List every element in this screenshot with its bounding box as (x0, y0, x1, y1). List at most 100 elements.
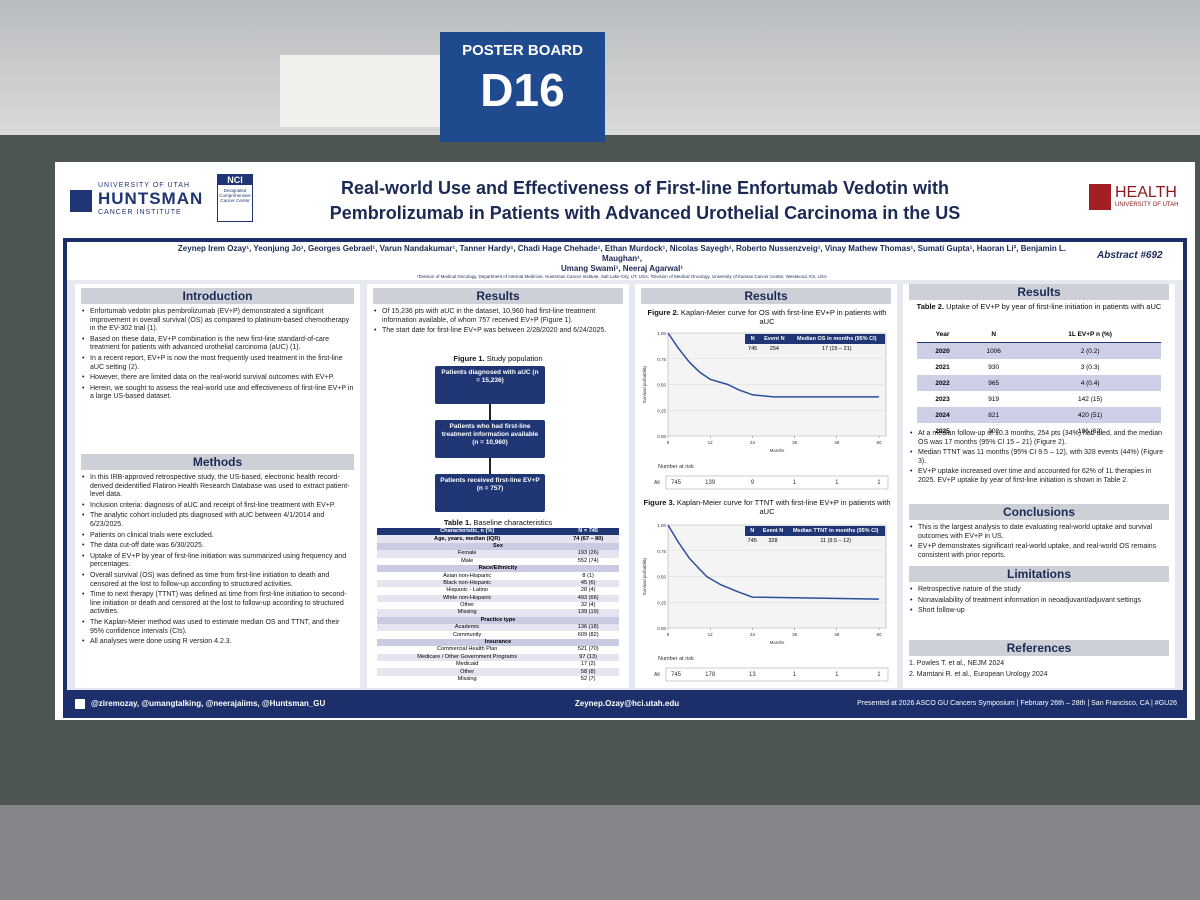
section-heading: Conclusions (909, 504, 1169, 520)
caption-text: Kaplan-Meier curve for TTNT with first-l… (676, 498, 891, 516)
flow-arrow (489, 404, 491, 420)
flow-box: Patients diagnosed with aUC (n = 15,236) (435, 366, 545, 404)
nci-sub: Designated Comprehensive Cancer Center (219, 188, 251, 203)
section-heading: Methods (81, 454, 354, 470)
risk-group: All (654, 672, 660, 678)
nci: NCI (218, 175, 252, 185)
poster-title: Real-world Use and Effectiveness of Firs… (275, 176, 1015, 226)
author-band: Zeynep Irem Ozay¹, Yeonjung Jo¹, Georges… (67, 242, 1183, 280)
cell: 745 (748, 346, 758, 352)
bullet: Of 15,236 pts with aUC in the dataset, 1… (373, 308, 623, 325)
x-tick-label: 12 (708, 440, 714, 445)
cell: Academic (454, 624, 480, 631)
cell: 32 (4) (580, 602, 596, 609)
cell: Male (461, 557, 474, 564)
flow-arrow (489, 458, 491, 474)
risk-value: 1 (877, 480, 881, 486)
x-tick-label: 60 (876, 632, 882, 637)
abstract-number: Abstract #692 (1097, 250, 1163, 261)
bullet: Nonavailability of treatment information… (909, 597, 1169, 606)
x-tick-label: 12 (708, 632, 714, 637)
board-label: POSTER BOARD (462, 42, 583, 59)
survival-curve (667, 524, 879, 600)
y-tick-label: 0.75 (657, 549, 666, 554)
cell: 745 (747, 538, 757, 544)
table: Characteristic, n (%) N = 745 Age, years, … (377, 528, 619, 684)
bullet: Based on these data, EV+P combination is… (81, 336, 354, 353)
x-tick-label: 24 (750, 632, 756, 637)
table-row: 2023 919 142 (15) (917, 391, 1161, 407)
bullet-list: In this IRB-approved retrospective study… (81, 474, 354, 649)
risk-group: All (654, 480, 660, 486)
y-tick-label: 0.25 (657, 600, 666, 605)
poster: UNIVERSITY OF UTAH HUNTSMAN CANCER INSTI… (55, 162, 1195, 720)
board-sign: POSTER BOARD D16 (440, 32, 605, 142)
cell: 142 (15) (1078, 395, 1103, 403)
bullet: Retrospective nature of the study (909, 586, 1169, 595)
y-tick-label: 0.50 (657, 383, 666, 388)
bullet: At a median follow-up of 10.3 months, 25… (909, 430, 1169, 447)
bullet: The Kaplan-Meier method was used to esti… (81, 619, 354, 636)
risk-value: 178 (705, 672, 716, 678)
bullet: Short follow-up (909, 607, 1169, 616)
institute: HUNTSMAN (98, 189, 204, 208)
caption-text: Baseline characteristics (473, 518, 553, 527)
survival-curve (667, 332, 879, 398)
x-tick-label: 60 (876, 440, 882, 445)
logo-mark (70, 190, 92, 212)
km-chart: 0.00 0.25 0.50 0.75 1.00 0 12 24 36 48 60 Months Sur… (642, 523, 889, 682)
cell: White non-Hispanic (442, 594, 492, 601)
x-tick-label: 36 (792, 440, 798, 445)
reference: 2. Mamtani R. et al., European Urology 2… (909, 670, 1048, 678)
inset-table: N Event N Median OS in months (95% CI) 745 2… (745, 334, 885, 354)
cell: 420 (51) (1078, 411, 1103, 419)
health: HEALTH (1115, 184, 1177, 201)
risk-value: 745 (671, 672, 682, 678)
author-line: Umang Swami¹, Neeraj Agarwal¹ (561, 264, 683, 273)
table-row: Female 193 (26) (377, 550, 619, 558)
x-tick-label: 48 (834, 440, 840, 445)
header-cell: Characteristic, n (%) (440, 528, 495, 535)
group-row: Sex (377, 542, 619, 551)
title-line: Pembrolizumab in Patients with Advanced … (329, 203, 961, 223)
x-icon (75, 699, 85, 709)
bullet-list: Enfortumab vedotin plus pembrolizumab (E… (81, 308, 354, 404)
caption: Figure 2. Kaplan-Meier curve for OS with… (643, 308, 891, 326)
caption-text: Uptake of EV+P by year of first-line ini… (946, 302, 1162, 311)
section-heading: Results (641, 288, 891, 304)
caption-label: Table 2. (916, 302, 945, 311)
table-row: Black non-Hispanic 45 (6) (377, 579, 619, 588)
caption: Figure 1. Study population (373, 354, 623, 363)
group-row: Race/Ethnicity (377, 564, 619, 573)
x-tick-label: 48 (834, 632, 840, 637)
table-row: Medicaid 17 (2) (377, 661, 619, 669)
header-cell: N (750, 528, 755, 534)
table-row: Other 58 (8) (377, 668, 619, 676)
header-cell: Event N (764, 336, 785, 342)
risk-value: 1 (793, 672, 797, 678)
table-row: Medicare / Other Government Programs 97 (… (377, 653, 619, 662)
cell: 74 (67 – 80) (573, 535, 604, 542)
x-tick-label: 36 (792, 632, 798, 637)
bullet: The start date for first-line EV+P was b… (373, 327, 623, 336)
cell: 930 (988, 363, 1000, 371)
bullet-list: At a median follow-up of 10.3 months, 25… (909, 430, 1169, 488)
cell: 97 (13) (579, 653, 598, 660)
flow-box: Patients who had first-line treatment in… (435, 420, 545, 458)
header-cell: Median OS in months (95% CI) (797, 336, 877, 342)
cell: Sex (493, 542, 503, 549)
table-header: Characteristic, n (%) N = 745 (377, 528, 619, 536)
table-row: White non-Hispanic 493 (66) (377, 594, 619, 602)
cell: Medicare / Other Government Programs (417, 653, 518, 660)
risk-box (665, 667, 889, 682)
cell: 28 (4) (580, 587, 596, 594)
caption-text: Kaplan-Meier curve for OS with first-lin… (680, 308, 887, 326)
university: UNIVERSITY OF UTAH (98, 182, 191, 189)
bullet: Patients on clinical trials were exclude… (81, 532, 354, 541)
caption-label: Figure 1. (453, 354, 485, 363)
cell: 493 (66) (577, 594, 599, 601)
cell: Other (460, 602, 475, 609)
x-tick-label: 0 (667, 440, 670, 445)
logo-mark (1089, 184, 1111, 210)
x-tick-label: 24 (750, 440, 756, 445)
